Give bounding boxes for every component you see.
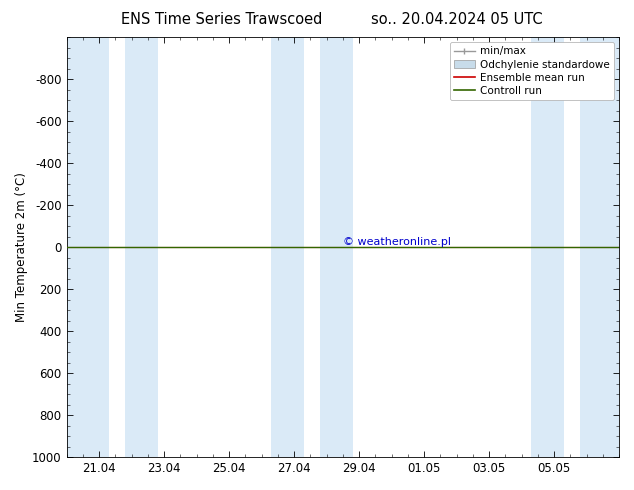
- Bar: [580, 37, 619, 457]
- Bar: [125, 37, 158, 457]
- Bar: [67, 37, 109, 457]
- Bar: [531, 37, 564, 457]
- Text: so.. 20.04.2024 05 UTC: so.. 20.04.2024 05 UTC: [371, 12, 542, 27]
- Bar: [271, 37, 304, 457]
- Text: © weatheronline.pl: © weatheronline.pl: [343, 237, 451, 247]
- Text: ENS Time Series Trawscoed: ENS Time Series Trawscoed: [121, 12, 323, 27]
- Legend: min/max, Odchylenie standardowe, Ensemble mean run, Controll run: min/max, Odchylenie standardowe, Ensembl…: [450, 42, 614, 100]
- Y-axis label: Min Temperature 2m (°C): Min Temperature 2m (°C): [15, 172, 28, 322]
- Bar: [320, 37, 353, 457]
